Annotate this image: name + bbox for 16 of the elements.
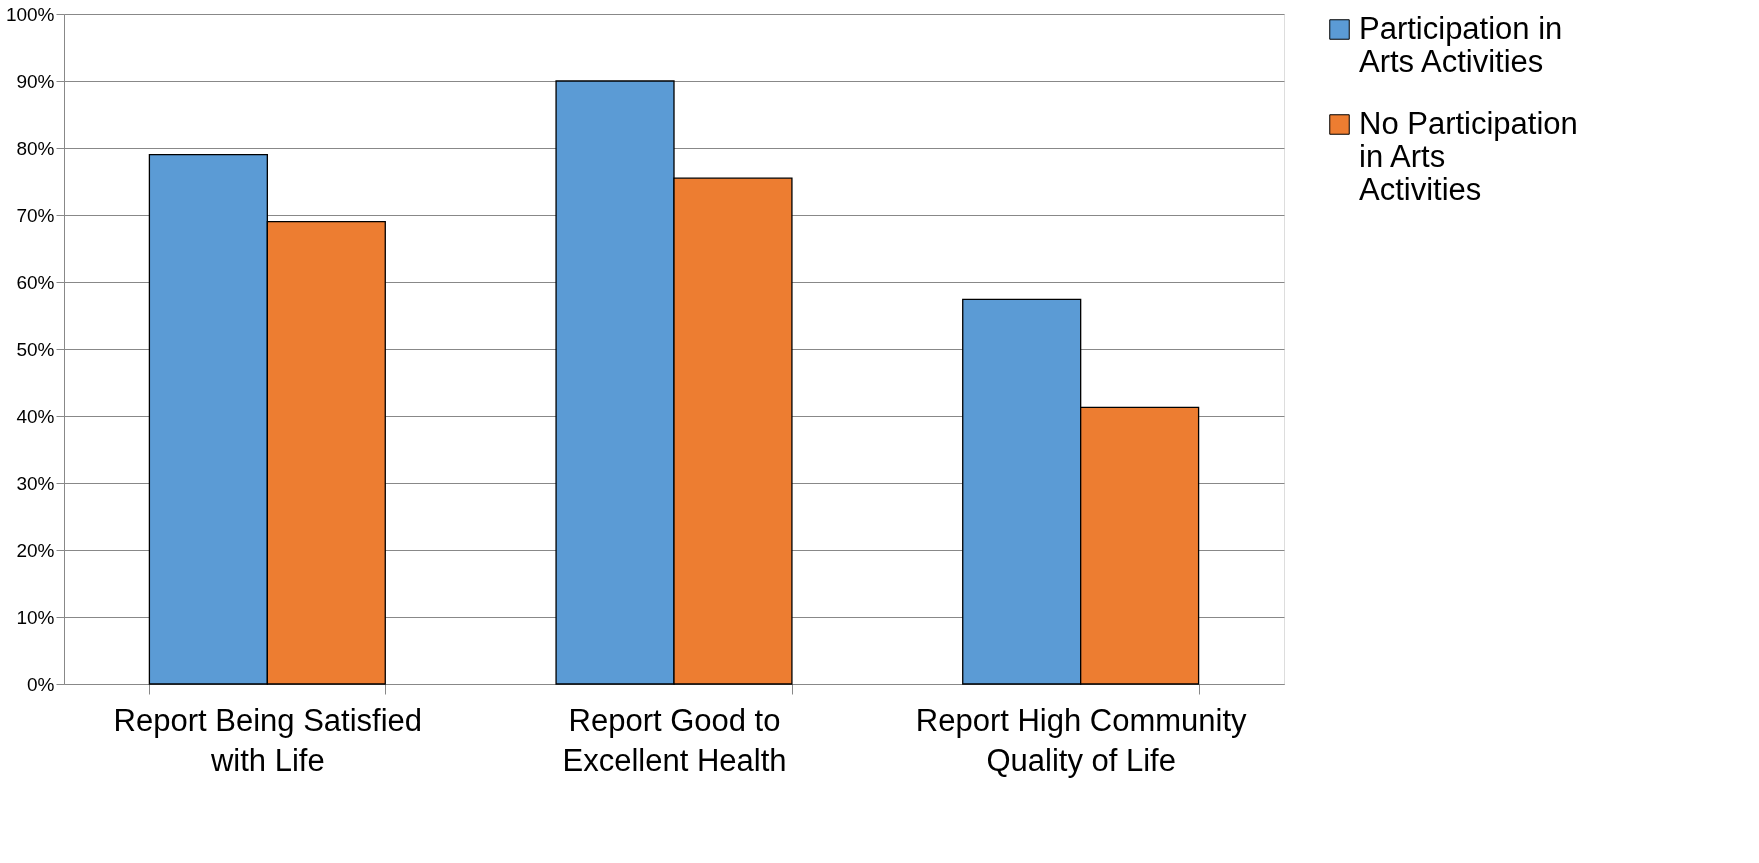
y-tick-label: 50% — [16, 338, 55, 360]
x-tick-label: Report Being Satisfied with Life — [113, 702, 423, 778]
y-tick-label: 30% — [16, 472, 55, 494]
y-tick-label: 80% — [16, 137, 55, 159]
y-tick-label: 70% — [16, 204, 55, 226]
y-tick-label: 90% — [16, 70, 55, 92]
y-tick-label: 0% — [27, 673, 55, 695]
y-tick-label: 60% — [16, 271, 55, 293]
y-tick-label: 40% — [16, 405, 55, 427]
legend-label: Participation in Arts Activities — [1359, 10, 1563, 79]
y-tick-label: 10% — [16, 606, 55, 628]
x-tick-label: Report Good to Excellent Health — [562, 702, 787, 778]
y-tick-label: 100% — [5, 3, 55, 25]
x-tick-label: Report High Community Quality of Life — [915, 702, 1248, 778]
y-tick-label: 20% — [16, 539, 55, 561]
legend-label: No Participation in Arts Activities — [1359, 105, 1578, 207]
